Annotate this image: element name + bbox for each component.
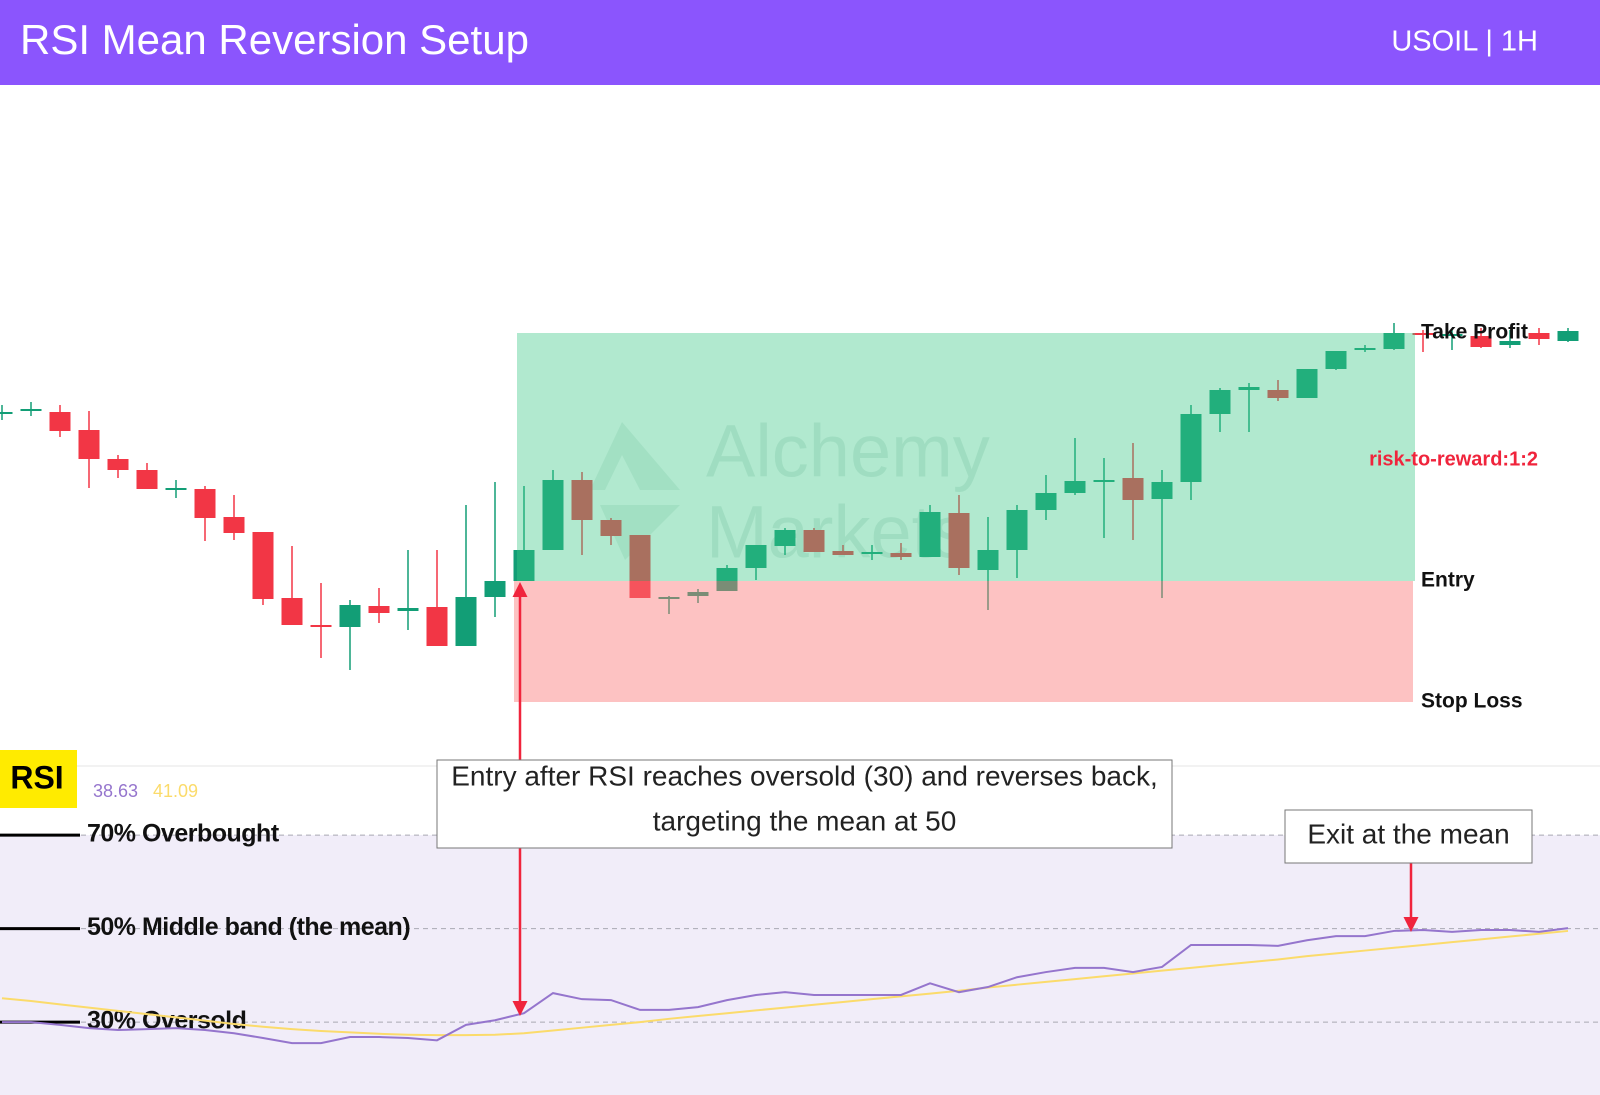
annotation-text: Exit at the mean (1307, 818, 1509, 849)
candle-body (1238, 387, 1260, 390)
candle-body (600, 520, 622, 536)
candle-body (1180, 414, 1202, 482)
candle-body (455, 597, 477, 646)
annotation-text: targeting the mean at 50 (653, 805, 957, 836)
candle-body (165, 488, 187, 490)
candle-body (977, 550, 999, 570)
candle-body (1035, 493, 1057, 510)
annotation-box (436, 759, 1173, 849)
rsi-line (2, 927, 1569, 1045)
candle-body (1064, 481, 1086, 493)
candle-body (281, 598, 303, 625)
candle-body (0, 412, 13, 414)
rsi-chart: 70% Overbought 50% Middle band (the mean)… (0, 750, 1600, 1095)
header-title: RSI Mean Reversion Setup (20, 16, 529, 63)
candle-body (49, 412, 71, 431)
candle-body (1470, 336, 1492, 347)
annotation-box (1284, 809, 1533, 864)
price-chart: Take Profit Entry Stop Loss risk-to-reward:… (0, 321, 1579, 713)
candle-body (1528, 333, 1550, 339)
candle-body (1122, 478, 1144, 500)
candle-body (1412, 333, 1434, 335)
candle-body (1383, 333, 1405, 349)
zone-label: Take Profit (1421, 321, 1528, 344)
candle-body (542, 480, 564, 550)
candle-body (513, 550, 535, 581)
candle-body (1296, 369, 1318, 398)
candle-body (223, 517, 245, 533)
candle-body (687, 592, 709, 596)
candle-body (107, 459, 129, 470)
candle-body (832, 551, 854, 555)
header-bar (0, 0, 1600, 85)
candle-body (397, 608, 419, 611)
rsi-line (1, 929, 1569, 1037)
candle-body (136, 470, 158, 489)
annotations: Entry after RSI reaches oversold (30) an… (436, 582, 1533, 1016)
candle-body (1209, 390, 1231, 414)
candle-body (1354, 348, 1376, 350)
risk-reward-label: risk-to-reward:1:2 (1369, 448, 1538, 470)
level-label: 70% Overbought (87, 820, 280, 848)
rsi-band (0, 835, 1600, 1095)
candle-body (658, 597, 680, 599)
rsi-badge (0, 750, 77, 808)
loss-zone (514, 581, 1413, 702)
candle-body (1093, 480, 1115, 482)
annotation-text: Entry after RSI reaches oversold (30) an… (451, 760, 1158, 791)
candle-body (20, 409, 42, 411)
zone-label: Entry (1421, 569, 1475, 592)
profit-zone (517, 333, 1415, 581)
watermark-text: Alchemy (706, 410, 990, 493)
zone-label: Stop Loss (1421, 690, 1523, 713)
legend-value: 41.09 (153, 781, 198, 801)
candle-body (368, 606, 390, 613)
candle-body (716, 568, 738, 591)
candle-body (890, 553, 912, 557)
candle-body (629, 535, 651, 598)
candle-body (1557, 331, 1579, 341)
legend-value: 38.63 (93, 781, 138, 801)
candle-body (1325, 351, 1347, 369)
watermark: Alchemy Markets (590, 410, 990, 574)
candle-body (571, 480, 593, 520)
candle-body (1499, 341, 1521, 345)
candle-body (1006, 510, 1028, 550)
candle-body (1151, 482, 1173, 499)
candle-body (919, 512, 941, 557)
candle-body (252, 532, 274, 599)
candle-body (78, 430, 100, 459)
level-label: 50% Middle band (the mean) (87, 913, 410, 941)
candle-body (1267, 390, 1289, 398)
candle-body (1441, 334, 1463, 336)
candle-body (948, 513, 970, 568)
candle-body (861, 552, 883, 554)
candle-body (310, 625, 332, 627)
rsi-title: RSI (10, 759, 63, 795)
candle-body (194, 489, 216, 518)
header-symbol: USOIL | 1H (1391, 26, 1538, 58)
candle-body (339, 605, 361, 627)
candle-body (484, 581, 506, 597)
candle-body (426, 607, 448, 646)
candle-body (745, 545, 767, 568)
candle-body (803, 530, 825, 552)
candle-body (774, 530, 796, 546)
